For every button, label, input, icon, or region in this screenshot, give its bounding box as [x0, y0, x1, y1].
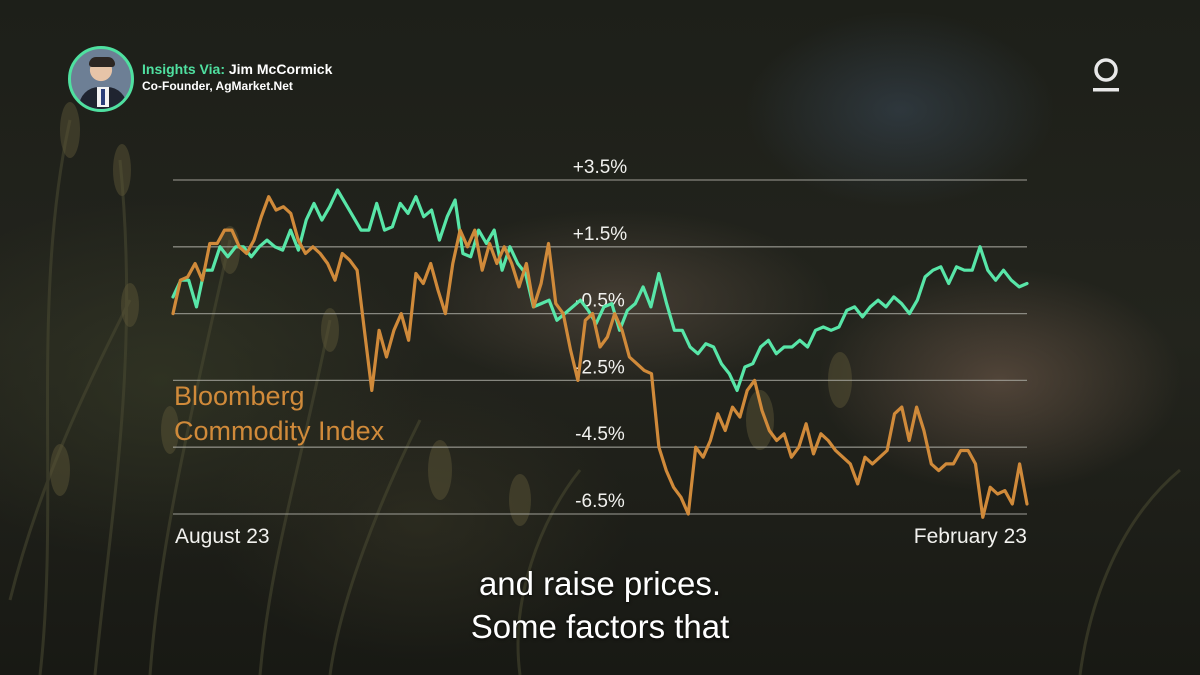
- y-tick-label: -2.5%: [575, 357, 625, 378]
- x-tick-label-end: February 23: [914, 525, 1027, 548]
- avatar-hair: [89, 57, 115, 67]
- caption-line-2: Some factors that: [470, 608, 730, 645]
- y-tick-label: +1.5%: [573, 224, 628, 245]
- x-tick-label-start: August 23: [175, 525, 270, 548]
- avatar-tie: [101, 89, 105, 105]
- brand-logo-icon: [1093, 58, 1119, 92]
- y-tick-label: +3.5%: [573, 157, 628, 178]
- series-label-line-1: Bloomberg: [174, 381, 305, 411]
- series-line-bloomberg-commodity-index: [171, 195, 1029, 519]
- speaker-role: Co-Founder, AgMarket.Net: [142, 79, 293, 93]
- y-tick-label: -6.5%: [575, 491, 625, 512]
- speaker-name-line: Insights Via: Jim McCormick: [142, 61, 332, 78]
- speaker-info: Insights Via: Jim McCormick Co-Founder, …: [142, 61, 332, 95]
- subtitle-caption: and raise prices. Some factors that: [200, 562, 1000, 648]
- series-label-line-2: Commodity Index: [174, 416, 385, 446]
- y-axis-ticks: +3.5%+1.5%-0.5%-2.5%-4.5%-6.5%: [573, 157, 628, 512]
- avatar: [68, 46, 134, 112]
- y-tick-label: -4.5%: [575, 424, 625, 445]
- x-axis-ticks: August 23 February 23: [175, 525, 1027, 548]
- speaker-name: Jim McCormick: [228, 61, 333, 77]
- series-lines: [171, 188, 1029, 519]
- speaker-prefix: Insights Via:: [142, 61, 225, 77]
- caption-line-1: and raise prices.: [478, 565, 722, 602]
- grid-lines: [173, 179, 1027, 515]
- speaker-badge: Insights Via: Jim McCormick Co-Founder, …: [68, 46, 470, 112]
- series-line-green: [171, 188, 1029, 392]
